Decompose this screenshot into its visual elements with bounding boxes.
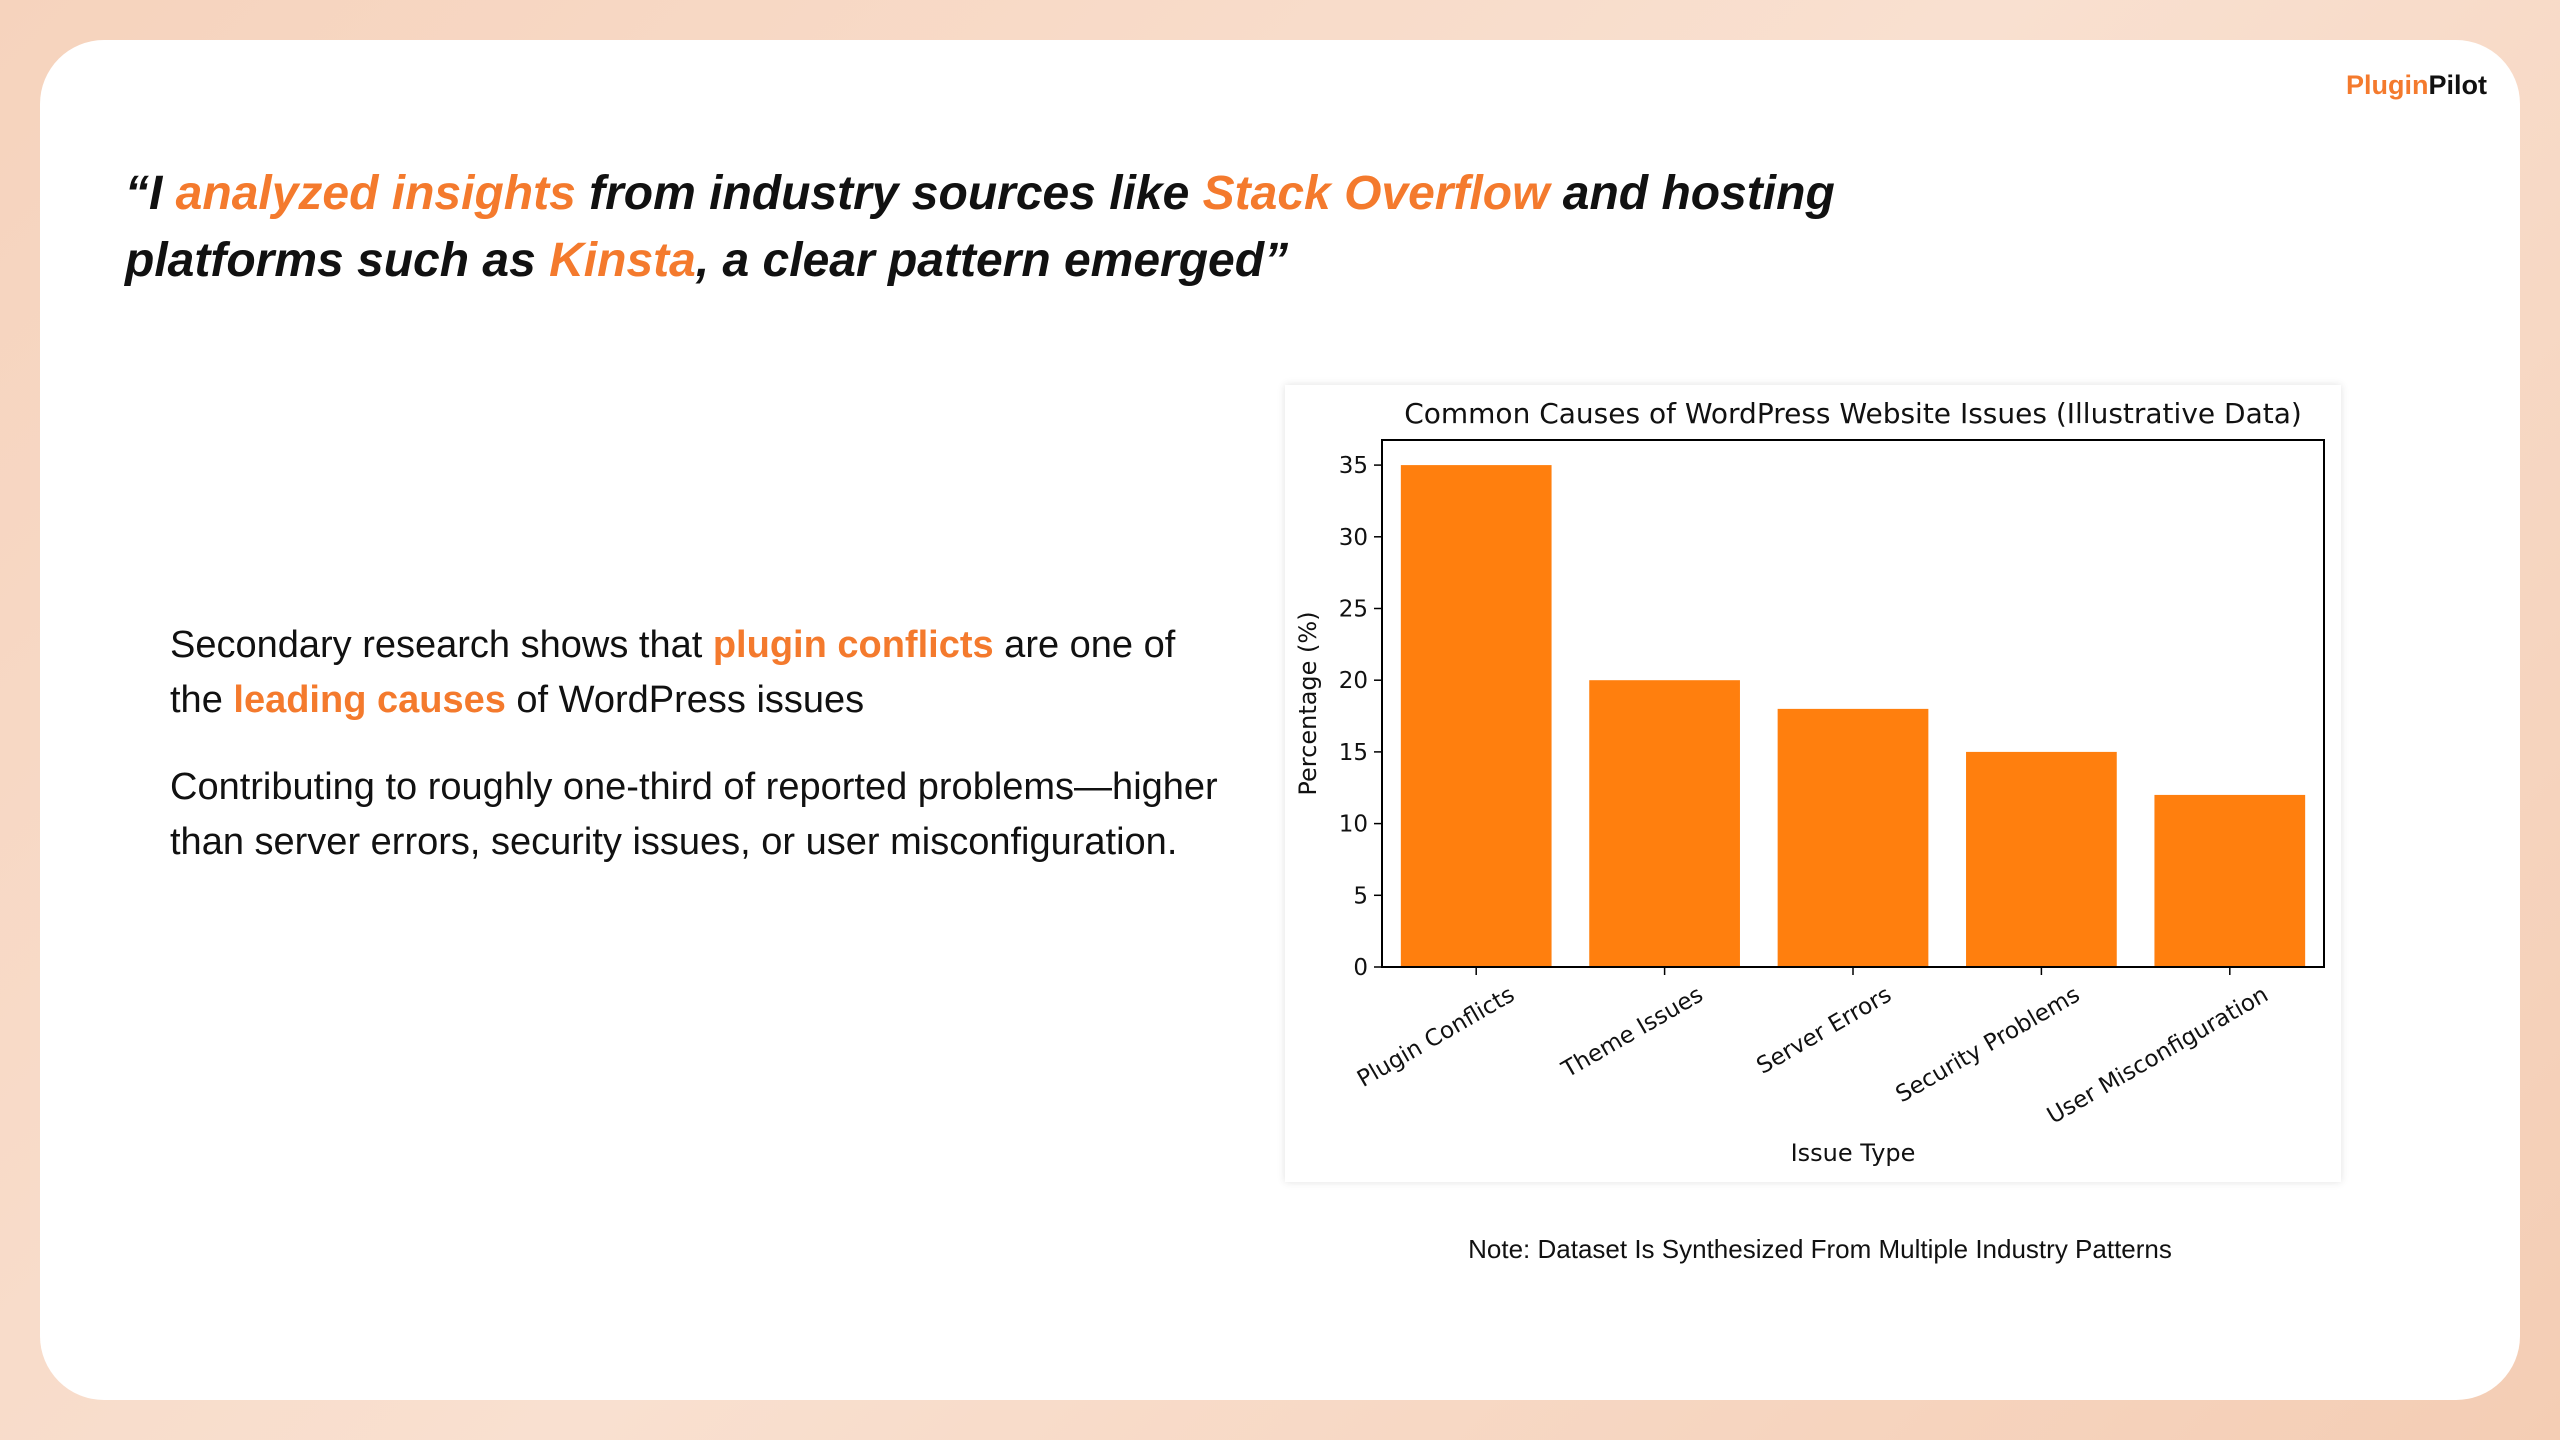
chart-title: Common Causes of WordPress Website Issue… <box>1404 397 2302 430</box>
logo-part-pilot: Pilot <box>2428 70 2488 100</box>
y-axis-label: Percentage (%) <box>1294 611 1322 795</box>
quote-text: and hosting platforms such as <box>125 167 1835 287</box>
highlight: plugin conflicts <box>712 624 994 666</box>
x-axis-label: Issue Type <box>1791 1139 1916 1167</box>
quote-text: from industry sources like <box>575 167 1203 220</box>
paragraph-2: Contributing to roughly one-third of rep… <box>170 766 1218 863</box>
paragraph-1: Secondary research shows that plugin con… <box>170 618 1220 728</box>
headline-quote: “I analyzed insights from industry sourc… <box>125 160 1925 294</box>
bar-plugin-conflicts <box>1400 465 1552 967</box>
y-tick-label: 35 <box>1339 453 1368 479</box>
quote-text: “I <box>125 167 176 220</box>
plot-frame <box>1381 439 2325 968</box>
y-tick-label: 0 <box>1353 955 1368 981</box>
y-tick-label: 5 <box>1353 883 1368 909</box>
bar-server-errors <box>1777 708 1929 967</box>
quote-text: , a clear pattern emerged” <box>695 234 1289 287</box>
x-tick-label: Security Problems <box>1891 982 2084 1108</box>
bar-theme-issues <box>1589 680 1740 967</box>
logo-part-plugin: Plugin <box>2346 70 2429 100</box>
quote-highlight: analyzed insights <box>175 167 576 220</box>
text: are one of the <box>170 624 1176 721</box>
y-tick-label: 15 <box>1339 740 1368 766</box>
x-tick-label: Plugin Conflicts <box>1353 982 1519 1093</box>
chart-card: Common Causes of WordPress Website Issue… <box>1285 385 2341 1182</box>
quote-highlight: Stack Overflow <box>1202 167 1550 220</box>
brand-logo: PluginPilot <box>2346 70 2487 101</box>
quote-highlight: Kinsta <box>549 234 696 287</box>
y-tick-label: 30 <box>1339 525 1368 551</box>
y-tick-label: 10 <box>1339 812 1368 838</box>
x-tick-label: Server Errors <box>1752 982 1896 1080</box>
bar-user-misconfiguration <box>2154 794 2306 967</box>
text: of WordPress issues <box>505 679 865 721</box>
y-tick-label: 20 <box>1339 668 1368 694</box>
body-text: Secondary research shows that plugin con… <box>170 618 1220 902</box>
x-tick-label: Theme Issues <box>1557 982 1708 1084</box>
bar-chart: Common Causes of WordPress Website Issue… <box>1294 397 2325 1167</box>
y-tick-label: 25 <box>1339 596 1368 622</box>
text: Secondary research shows that <box>170 624 713 666</box>
chart-note: Note: Dataset Is Synthesized From Multip… <box>1468 1234 2172 1264</box>
highlight: leading causes <box>233 679 506 721</box>
bar-security-problems <box>1966 751 2117 967</box>
